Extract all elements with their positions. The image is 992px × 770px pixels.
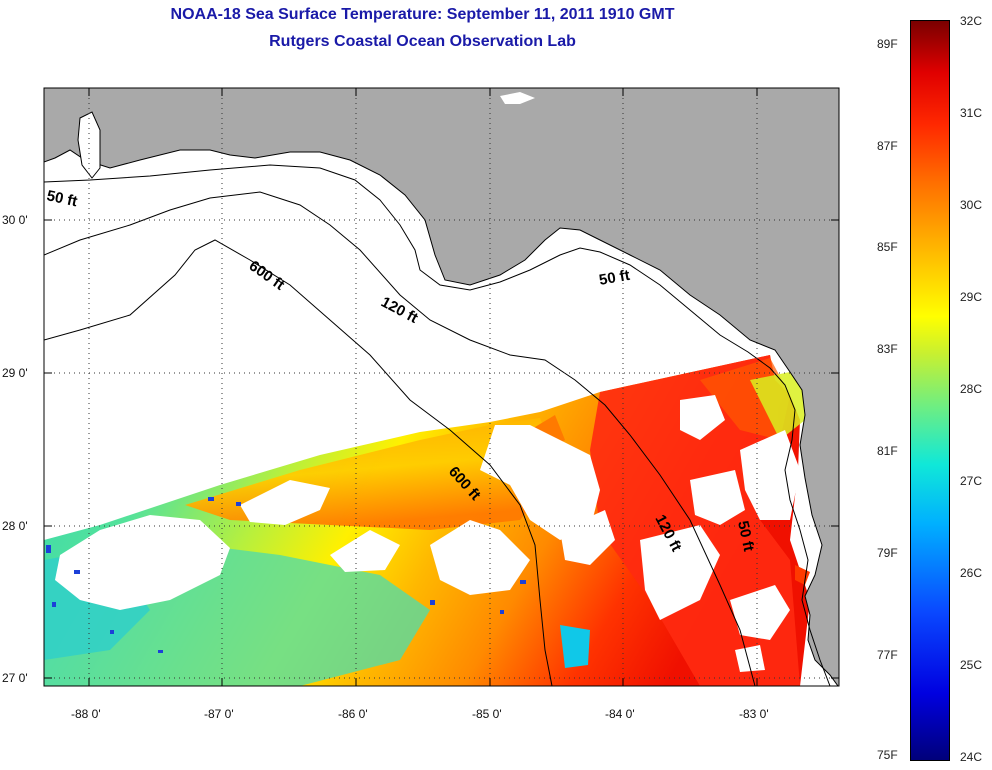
map-subtitle: Rutgers Coastal Ocean Observation Lab <box>269 33 576 50</box>
colorbar-c-26: 26C <box>960 566 983 580</box>
map-frame <box>43 87 840 687</box>
isobath-label-50ft-west: 50 ft <box>45 187 79 210</box>
colorbar-c-30: 30C <box>960 198 983 212</box>
lon-label-85: -85 0' <box>472 707 502 721</box>
colorbar-f-85: 85F <box>877 240 898 254</box>
lon-label-83: -83 0' <box>739 707 769 721</box>
land-mass <box>44 88 839 686</box>
cloud-edge-speckle <box>46 497 526 653</box>
colorbar-c-27: 27C <box>960 474 983 488</box>
lon-label-86: -86 0' <box>338 707 368 721</box>
colorbar-c-25: 25C <box>960 658 983 672</box>
isobath-label-50ft-south: 50 ft <box>734 519 757 553</box>
colorbar-f-89: 89F <box>877 37 898 51</box>
colorbar-c-32: 32C <box>960 14 983 28</box>
isobath-contours <box>44 164 831 686</box>
axis-ticks <box>44 88 839 686</box>
lon-label-88: -88 0' <box>71 707 101 721</box>
lon-label-87: -87 0' <box>204 707 234 721</box>
colorbar-c-31: 31C <box>960 106 983 120</box>
map-title: NOAA-18 Sea Surface Temperature: Septemb… <box>170 6 675 23</box>
colorbar-c-28: 28C <box>960 382 983 396</box>
colorbar-c-29: 29C <box>960 290 983 304</box>
lon-label-84: -84 0' <box>605 707 635 721</box>
colorbar-f-79: 79F <box>877 546 898 560</box>
inland-lake <box>500 92 535 104</box>
colorbar-f-77: 77F <box>877 648 898 662</box>
temperature-colorbar <box>910 20 950 761</box>
mobile-bay <box>77 111 101 179</box>
colorbar-f-83: 83F <box>877 342 898 356</box>
lat-label-28: 28 0' <box>2 519 28 533</box>
colorbar-f-87: 87F <box>877 139 898 153</box>
isobath-label-50ft-east: 50 ft <box>598 267 631 289</box>
lat-label-27: 27 0' <box>2 671 28 685</box>
colorbar-c-24: 24C <box>960 750 983 764</box>
lat-label-30: 30 0' <box>2 213 28 227</box>
cloud-masks <box>55 395 800 672</box>
lat-label-29: 29 0' <box>2 366 28 380</box>
colorbar-f-75: 75F <box>877 748 898 762</box>
colorbar-f-81: 81F <box>877 444 898 458</box>
